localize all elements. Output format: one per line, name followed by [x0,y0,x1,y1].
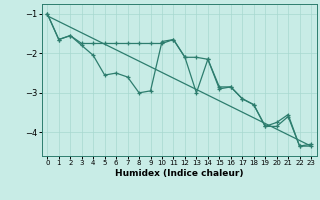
X-axis label: Humidex (Indice chaleur): Humidex (Indice chaleur) [115,169,244,178]
